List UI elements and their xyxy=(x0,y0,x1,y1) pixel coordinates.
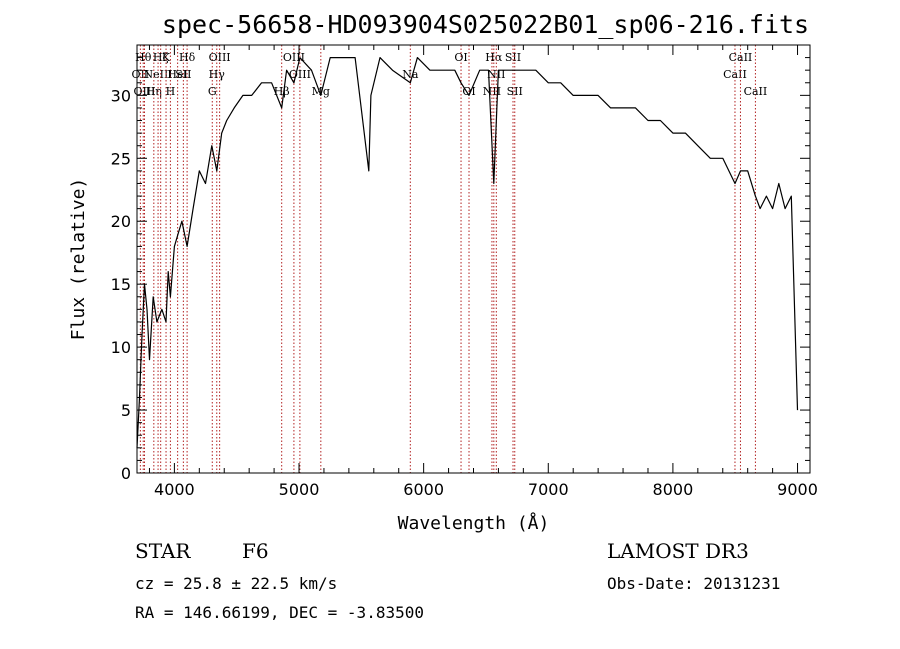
line-marker-label: OIII xyxy=(289,68,311,81)
x-tick-label: 9000 xyxy=(777,480,818,499)
line-marker-label: Hζ xyxy=(153,51,169,64)
line-marker-label: OI xyxy=(454,51,467,64)
coords-label: RA = 146.66199, DEC = -3.83500 xyxy=(135,603,424,622)
line-marker-label: Hβ xyxy=(274,85,290,98)
line-marker-label: Hα xyxy=(485,51,503,64)
x-tick-label: 7000 xyxy=(528,480,569,499)
redshift-label: cz = 25.8 ± 22.5 km/s xyxy=(135,574,338,593)
line-marker-label: H xyxy=(166,85,176,98)
line-marker-label: Hθ xyxy=(135,51,152,64)
line-marker-label: Hη xyxy=(146,85,162,98)
plot-frame xyxy=(136,44,811,474)
line-marker-label: Hγ xyxy=(209,68,226,81)
y-tick-label: 25 xyxy=(111,149,131,168)
line-marker-label: SII xyxy=(175,68,191,81)
y-tick-label: 0 xyxy=(121,464,131,483)
line-marker-label: SII xyxy=(507,85,523,98)
line-marker-label: HeI xyxy=(167,68,187,81)
y-tick-label: 15 xyxy=(111,275,131,294)
obs-date-label: Obs-Date: 20131231 xyxy=(607,574,781,593)
y-tick-label: 5 xyxy=(121,401,131,420)
x-tick-label: 5000 xyxy=(279,480,320,499)
spectrum-line xyxy=(136,56,799,448)
survey-label: LAMOST DR3 xyxy=(607,539,749,563)
line-marker-label: Hδ xyxy=(179,51,196,64)
x-tick-label: 6000 xyxy=(403,480,444,499)
line-marker-label: OIII xyxy=(209,51,231,64)
line-marker-label: CaII xyxy=(723,68,747,81)
line-marker-label: CaII xyxy=(744,85,768,98)
line-marker-label: NeIII xyxy=(143,68,172,81)
line-marker-label: G xyxy=(208,85,217,98)
y-axis-title: Flux (relative) xyxy=(68,178,89,341)
x-tick-label: 4000 xyxy=(154,480,195,499)
line-marker-label: K xyxy=(162,51,171,64)
line-marker-label: Na xyxy=(402,68,419,81)
chart-title: spec-56658-HD093904S025022B01_sp06-216.f… xyxy=(162,10,809,39)
subclass: F6 xyxy=(242,539,269,563)
line-marker-label: NII xyxy=(483,85,501,98)
line-marker-label: CaII xyxy=(729,51,753,64)
object-type: STAR xyxy=(135,539,191,563)
x-tick-label: 8000 xyxy=(653,480,694,499)
line-marker-label: SII xyxy=(505,51,521,64)
y-tick-label: 30 xyxy=(111,86,131,105)
line-marker-label: NII xyxy=(487,68,505,81)
line-marker-label: OIII xyxy=(133,85,155,98)
y-tick-label: 20 xyxy=(111,212,131,231)
y-tick-label: 10 xyxy=(111,338,131,357)
x-axis-title: Wavelength (Å) xyxy=(398,512,550,534)
line-marker-label: OIII xyxy=(283,51,305,64)
line-marker-label: Mg xyxy=(312,85,330,98)
